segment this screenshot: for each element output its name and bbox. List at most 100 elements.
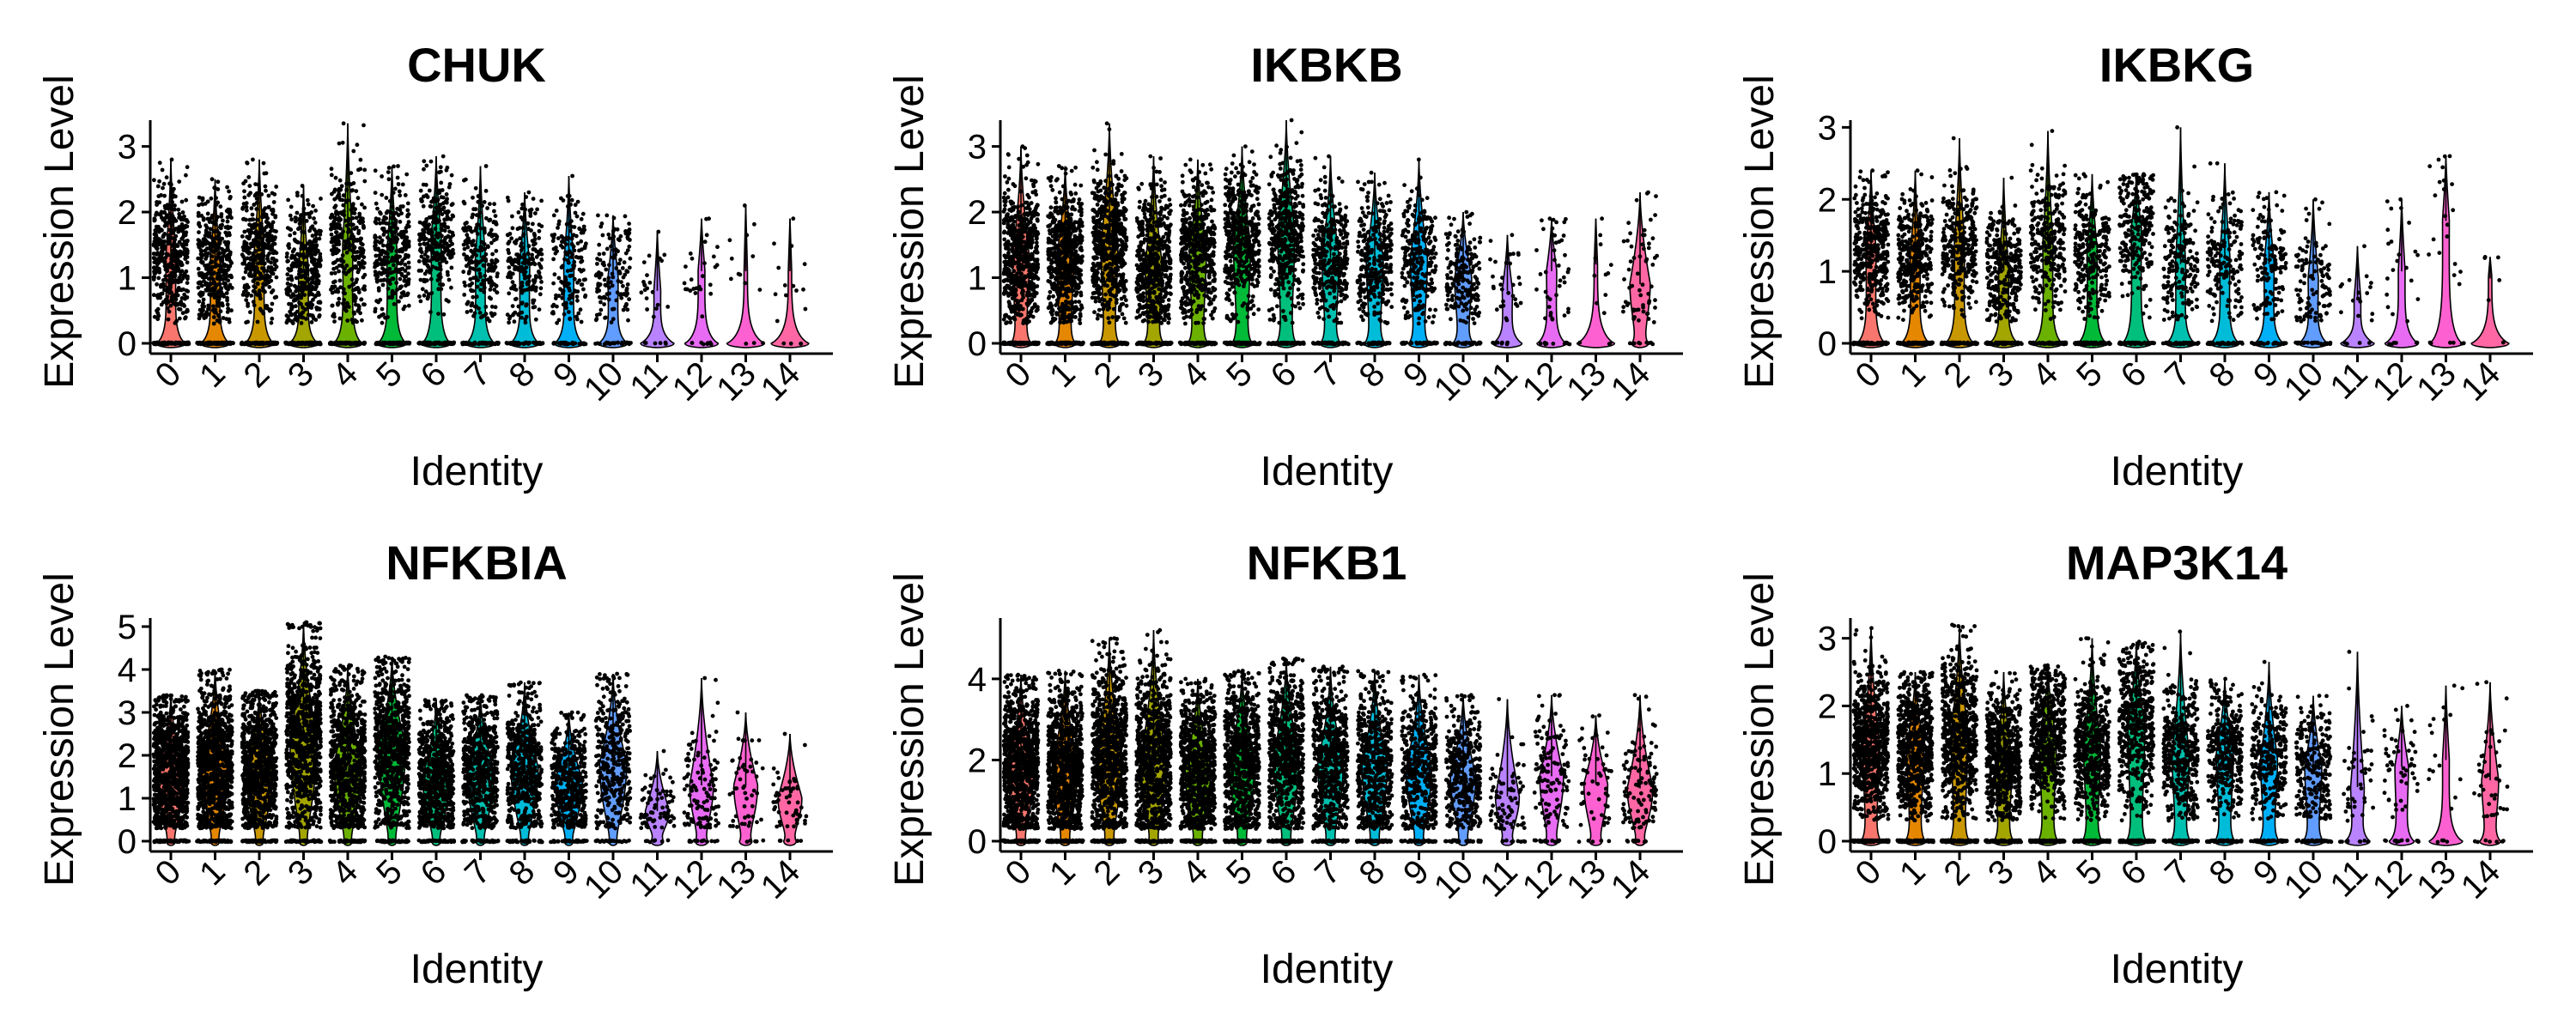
data-point (197, 221, 201, 226)
data-point (606, 276, 611, 280)
data-point (167, 318, 171, 322)
data-point (665, 305, 670, 309)
data-point (349, 189, 354, 193)
zero-point (451, 341, 455, 345)
data-point (374, 243, 378, 247)
data-point (267, 307, 271, 312)
data-point (344, 271, 349, 276)
data-point (255, 218, 259, 222)
data-point (301, 290, 305, 294)
data-point (249, 256, 253, 260)
data-point (398, 204, 403, 209)
data-point (555, 209, 559, 213)
data-point (519, 244, 523, 248)
data-point (792, 284, 796, 288)
data-point (494, 258, 498, 263)
zero-point (161, 342, 165, 346)
data-point (362, 168, 367, 173)
data-point (335, 251, 339, 255)
data-point (260, 215, 264, 220)
data-point (398, 285, 403, 289)
data-point (471, 314, 476, 318)
data-point (293, 231, 297, 235)
data-point (203, 238, 207, 242)
data-point (285, 291, 289, 295)
data-point (390, 291, 394, 295)
data-point (461, 270, 465, 274)
data-point (342, 121, 346, 125)
data-point (564, 236, 568, 240)
data-point (648, 281, 653, 285)
data-point (624, 269, 629, 273)
data-point (417, 259, 422, 264)
data-point (172, 267, 176, 271)
data-point (248, 310, 252, 314)
data-point (495, 271, 500, 276)
data-point (258, 307, 263, 312)
data-point (382, 269, 386, 273)
data-point (579, 307, 583, 312)
data-point (158, 242, 162, 246)
data-point (244, 320, 248, 324)
data-point (643, 288, 647, 292)
data-point (628, 227, 632, 232)
data-point (199, 214, 204, 218)
data-point (424, 289, 428, 294)
data-point (252, 203, 256, 207)
data-point (471, 267, 475, 271)
data-point (476, 200, 480, 204)
data-point (446, 226, 450, 230)
data-point (210, 177, 215, 181)
zero-point (317, 342, 321, 346)
data-point (285, 259, 289, 264)
data-point (596, 274, 600, 278)
data-point (642, 260, 647, 264)
y-tick-label: 1 (968, 260, 987, 298)
data-point (217, 231, 222, 235)
data-point (575, 294, 580, 299)
data-point (572, 260, 576, 264)
zero-point (799, 342, 803, 346)
data-point (579, 256, 583, 260)
data-point (448, 239, 453, 243)
data-point (221, 304, 225, 308)
data-point (702, 261, 707, 265)
data-point (422, 204, 426, 209)
data-point (347, 305, 351, 309)
data-point (567, 310, 571, 314)
data-point (241, 255, 246, 259)
data-point (152, 293, 156, 297)
data-point (357, 212, 361, 216)
data-point (595, 313, 599, 318)
data-point (432, 239, 436, 243)
data-point (339, 210, 343, 215)
data-point (556, 236, 561, 240)
data-point (469, 309, 473, 313)
data-point (425, 264, 429, 268)
data-point (794, 288, 799, 293)
data-point (204, 267, 209, 271)
data-point (185, 288, 189, 293)
data-point (539, 199, 544, 203)
data-point (289, 268, 294, 272)
data-point (155, 282, 159, 287)
data-point (434, 258, 439, 262)
data-point (402, 290, 406, 294)
data-point (210, 260, 215, 264)
data-point (353, 227, 357, 231)
data-point (360, 318, 364, 323)
data-point (485, 206, 489, 210)
data-point (601, 262, 605, 266)
data-point (157, 179, 161, 184)
data-point (358, 311, 362, 315)
data-point (563, 251, 568, 255)
data-point (614, 299, 618, 303)
data-point (199, 257, 204, 261)
data-point (224, 317, 228, 321)
data-point (421, 287, 425, 291)
data-point (341, 253, 345, 258)
data-point (265, 239, 270, 243)
data-point (212, 322, 216, 326)
data-point (304, 287, 308, 291)
data-point (1025, 154, 1030, 158)
